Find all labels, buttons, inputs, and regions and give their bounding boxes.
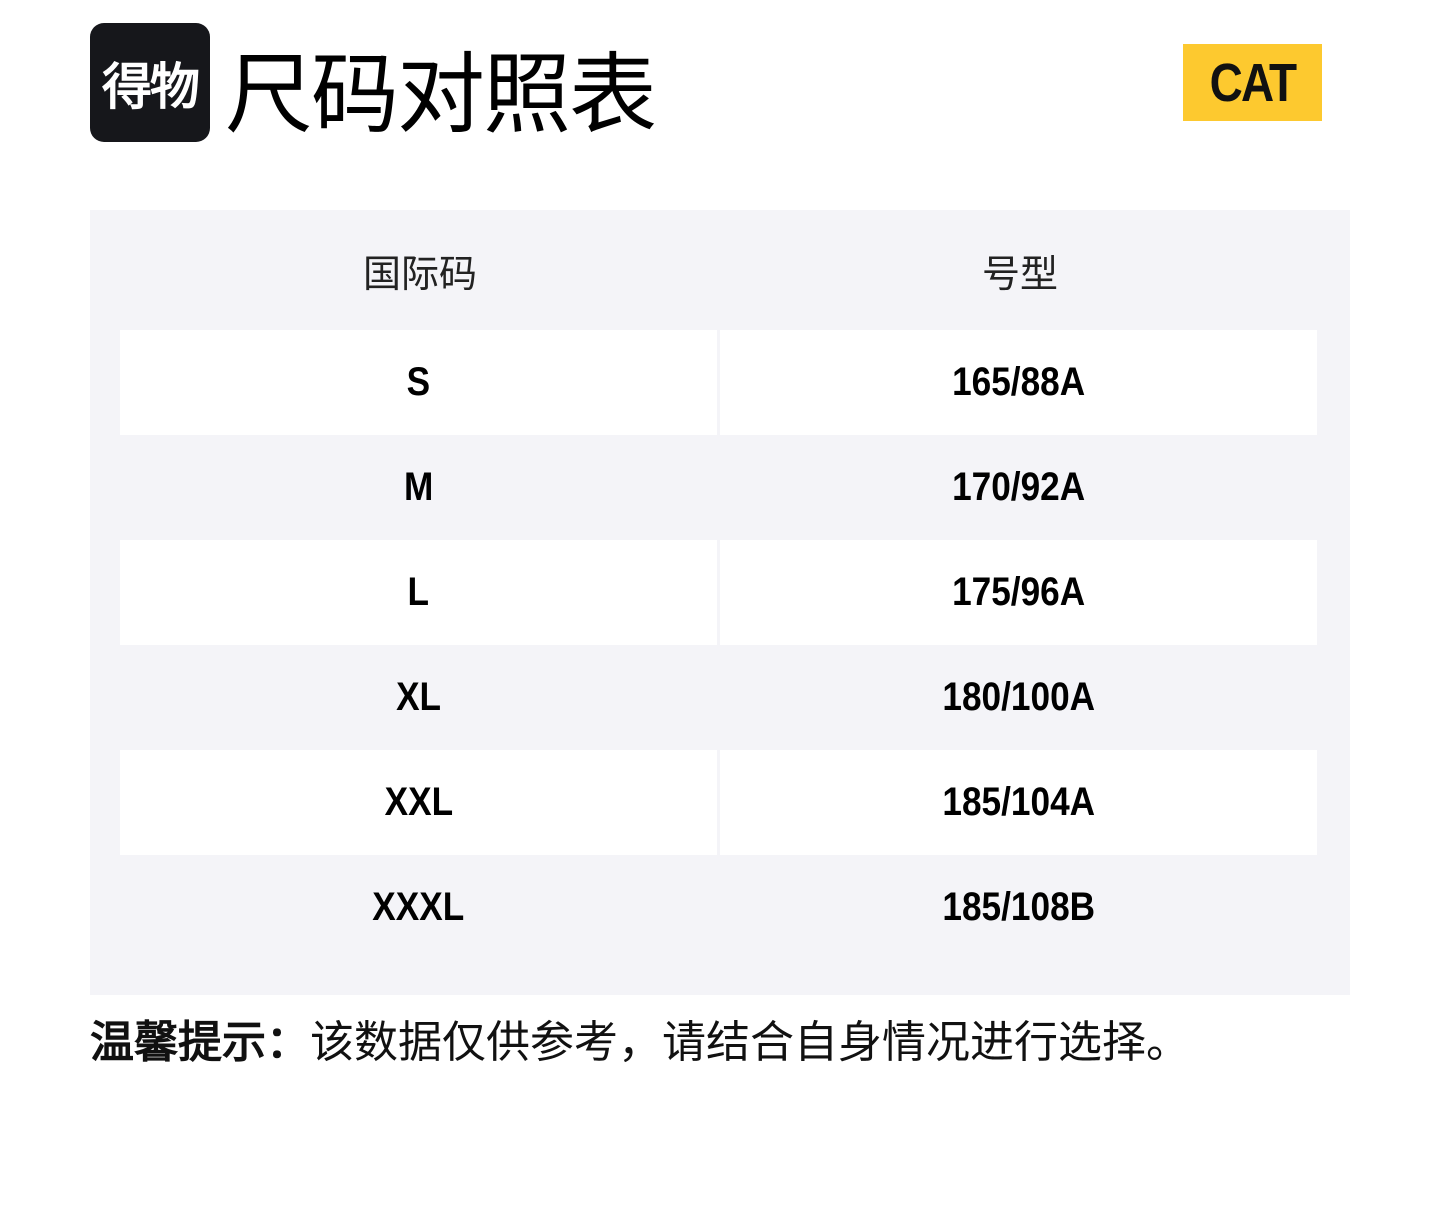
column-header-international-size: 国际码 [362,251,477,296]
size-value: L [407,570,430,614]
size-cell: M [120,435,717,540]
app-logo-text: 得物 [102,57,200,116]
spec-value: 180/100A [942,675,1095,719]
spec-cell: 185/108B [720,855,1317,960]
size-value: XXL [384,780,453,824]
table-row: S 165/88A [120,330,1317,435]
spec-value: 170/92A [951,465,1086,509]
tip-text: 该数据仅供参考，请结合自身情况进行选择。 [310,1017,1190,1068]
size-value: XXXL [372,885,465,929]
dewu-app-logo: 得物 [90,23,210,142]
table-row: XXXL 185/108B [120,855,1317,960]
spec-cell: 175/96A [720,540,1317,645]
spec-cell: 180/100A [720,645,1317,750]
brand-logo-text: CAT [1209,52,1298,113]
spec-cell: 185/104A [720,750,1317,855]
size-value: M [403,465,434,509]
size-cell: S [120,330,717,435]
size-cell: L [120,540,717,645]
table-row: L 175/96A [120,540,1317,645]
table-row: XXL 185/104A [120,750,1317,855]
spec-value: 185/108B [942,885,1095,929]
spec-value: 175/96A [951,570,1086,614]
spec-value: 185/104A [942,780,1095,824]
cat-brand-logo: CAT [1183,44,1322,121]
column-header-body-type: 号型 [981,251,1058,296]
size-cell: XXL [120,750,717,855]
size-chart-table: 国际码 号型 S 165/88A M 170/92A L 175/96A XL 180/100… [90,210,1350,995]
size-cell: XXXL [120,855,717,960]
table-row: XL 180/100A [120,645,1317,750]
spec-value: 165/88A [951,360,1086,404]
page-title: 尺码对照表 [225,43,657,146]
size-value: XL [396,675,441,719]
spec-cell: 165/88A [720,330,1317,435]
size-cell: XL [120,645,717,750]
table-row: M 170/92A [120,435,1317,540]
tip-label: 温馨提示： [90,1017,310,1068]
size-value: S [406,360,431,404]
tip-note: 温馨提示：该数据仅供参考，请结合自身情况进行选择。 [90,1012,1190,1074]
spec-cell: 170/92A [720,435,1317,540]
